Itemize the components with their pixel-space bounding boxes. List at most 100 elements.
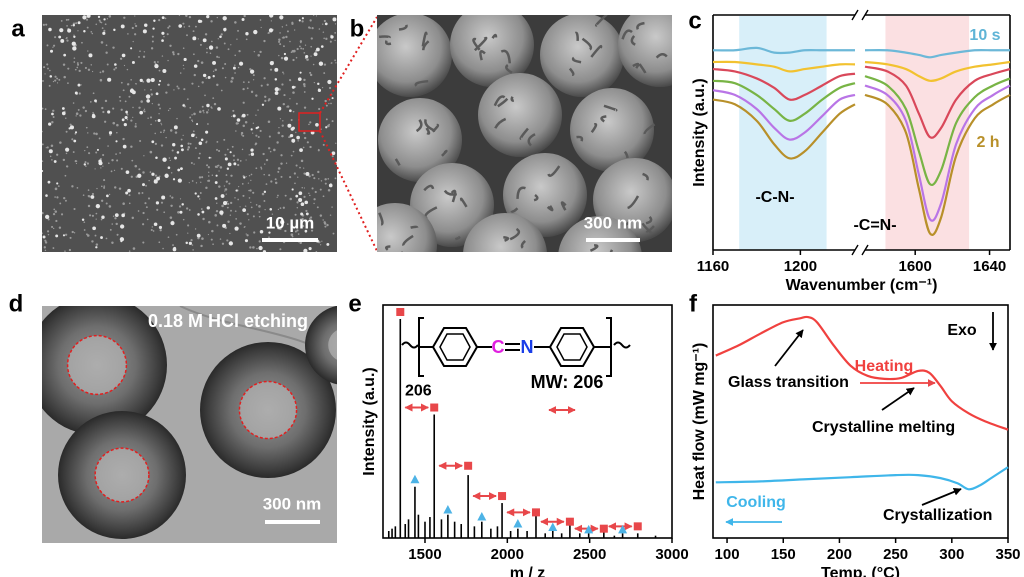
texture [228, 183, 230, 185]
texture [50, 156, 52, 158]
texture [250, 69, 254, 73]
texture [315, 191, 317, 193]
texture [158, 19, 160, 21]
texture [43, 66, 45, 68]
texture [278, 127, 279, 128]
texture [80, 62, 82, 64]
texture [123, 89, 125, 91]
x-tick-label: 1160 [697, 258, 730, 275]
texture [66, 25, 68, 27]
texture [252, 132, 253, 133]
texture [197, 60, 199, 62]
texture [169, 157, 171, 159]
texture [183, 65, 184, 66]
texture [308, 193, 309, 194]
texture [177, 169, 180, 172]
texture [56, 196, 58, 198]
texture [335, 177, 337, 179]
texture [323, 72, 325, 74]
texture [117, 234, 119, 236]
texture [124, 65, 125, 66]
texture [192, 36, 196, 40]
texture [155, 175, 157, 177]
texture [227, 207, 229, 209]
texture [156, 201, 159, 204]
texture [77, 30, 78, 31]
texture [144, 109, 145, 110]
texture [155, 120, 157, 122]
texture [154, 180, 158, 184]
texture [278, 41, 280, 43]
texture [102, 165, 103, 166]
texture [323, 38, 325, 40]
texture [298, 77, 302, 81]
texture [129, 194, 131, 196]
texture [268, 174, 270, 176]
texture [200, 245, 202, 247]
texture [113, 29, 115, 31]
texture [105, 23, 107, 25]
texture [310, 19, 312, 21]
texture [43, 235, 46, 238]
texture [197, 234, 201, 238]
texture [169, 108, 170, 109]
annotation-arrow [775, 330, 803, 366]
texture [90, 101, 92, 103]
texture [194, 64, 198, 68]
texture [322, 23, 323, 24]
texture [142, 192, 144, 194]
texture [278, 39, 280, 41]
texture [163, 211, 165, 213]
texture [218, 170, 219, 171]
texture [68, 19, 70, 21]
texture [78, 84, 81, 87]
texture [243, 81, 245, 83]
texture [330, 41, 332, 43]
texture [279, 43, 281, 45]
texture [59, 28, 63, 32]
texture [200, 44, 202, 46]
texture [115, 153, 117, 155]
texture [309, 195, 311, 197]
texture [325, 38, 327, 40]
texture [191, 83, 193, 85]
texture [220, 166, 223, 169]
texture [181, 203, 183, 205]
texture [73, 140, 76, 143]
texture [66, 19, 68, 21]
texture [208, 109, 209, 110]
texture [217, 17, 218, 18]
texture [165, 91, 167, 93]
texture [177, 151, 180, 154]
texture [234, 72, 236, 74]
annotation: -C-N- [755, 189, 794, 206]
texture [233, 155, 235, 157]
texture [207, 123, 209, 125]
texture [281, 135, 283, 137]
texture [239, 62, 243, 66]
texture [286, 163, 287, 164]
texture [142, 171, 144, 173]
texture [88, 152, 90, 154]
texture [110, 229, 112, 231]
texture [206, 164, 208, 166]
texture [257, 54, 260, 57]
marker-square [498, 492, 506, 500]
texture [115, 213, 119, 217]
texture [208, 234, 209, 235]
texture [119, 187, 121, 189]
texture [99, 137, 101, 139]
texture [73, 102, 75, 104]
texture [520, 256, 532, 263]
texture [119, 96, 121, 98]
texture [143, 155, 144, 156]
texture [158, 119, 161, 122]
texture [208, 166, 210, 168]
texture [314, 52, 318, 56]
texture [215, 69, 217, 71]
texture [224, 43, 226, 45]
texture [139, 140, 141, 142]
marker-square [430, 404, 438, 412]
texture [307, 141, 309, 143]
texture [230, 175, 232, 177]
